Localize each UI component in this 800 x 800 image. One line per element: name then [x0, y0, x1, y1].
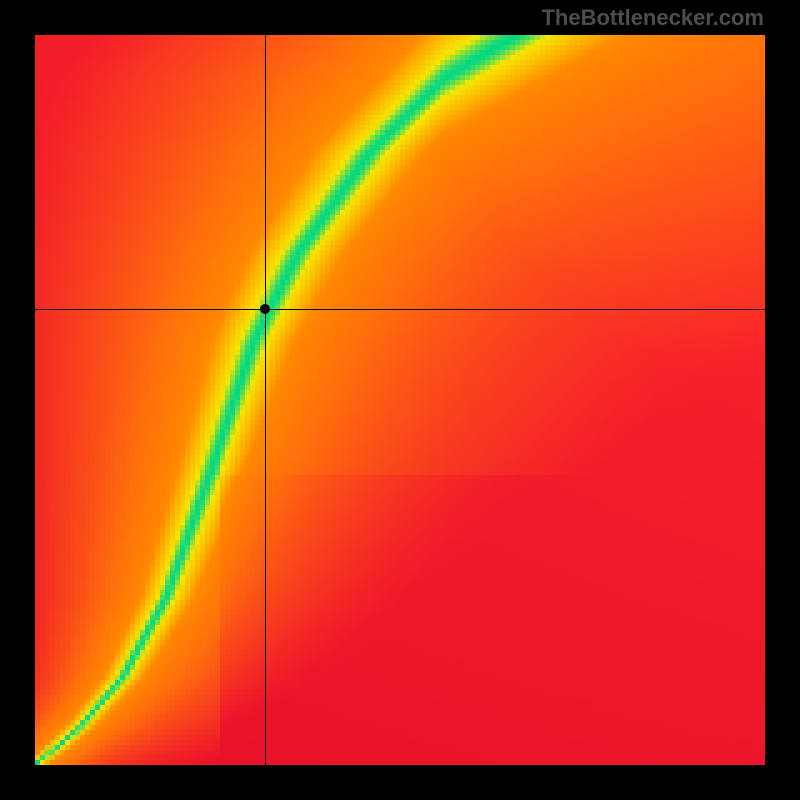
chart-container: TheBottlenecker.com: [0, 0, 800, 800]
attribution-text: TheBottlenecker.com: [541, 5, 764, 31]
heatmap-canvas: [35, 35, 765, 765]
